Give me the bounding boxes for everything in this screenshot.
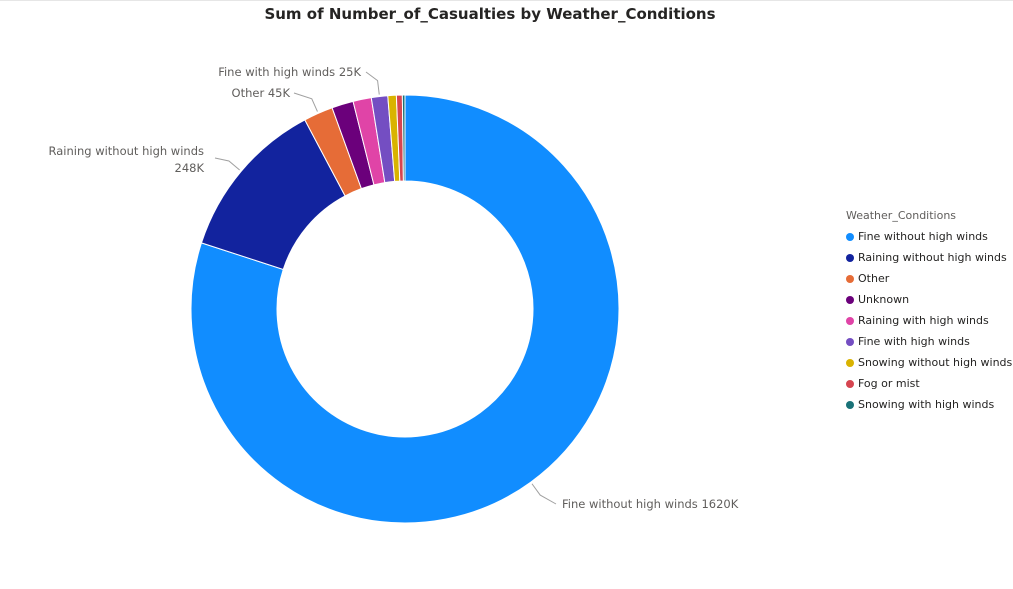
- legend-item-raining-without-high-winds[interactable]: Raining without high winds: [846, 247, 1011, 268]
- leader-line-other: [293, 92, 318, 112]
- legend-label: Snowing without high winds: [858, 356, 1013, 369]
- legend-label: Raining with high winds: [858, 314, 989, 327]
- legend-marker-icon: [846, 274, 854, 283]
- leader-line-fine-without-high-winds: [531, 483, 557, 505]
- data-label-fine-without-high-winds: Fine without high winds 1620K: [562, 497, 739, 511]
- legend-label: Raining without high winds: [858, 251, 1007, 264]
- legend-items: Fine without high winds Raining without h…: [846, 226, 1013, 415]
- legend-marker-icon: [846, 379, 854, 388]
- legend-item-snowing-with-high-winds[interactable]: Snowing with high winds: [846, 394, 1011, 415]
- legend-title: Weather_Conditions: [846, 209, 957, 222]
- legend-label: Snowing with high winds: [858, 398, 995, 411]
- data-label-raining-without-high-winds: Raining without high winds 248K: [48, 144, 204, 175]
- legend-marker-icon: [846, 316, 854, 325]
- legend-marker-icon: [846, 337, 854, 346]
- leader-line-raining-without-high-winds: [214, 157, 240, 171]
- legend-marker-icon: [846, 253, 854, 262]
- legend-item-raining-with-high-winds[interactable]: Raining with high winds: [846, 310, 1011, 331]
- legend-marker-icon: [846, 400, 854, 409]
- legend-label: Unknown: [858, 293, 910, 306]
- legend-item-fine-without-high-winds[interactable]: Fine without high winds: [846, 226, 1011, 247]
- legend-item-fine-with-high-winds[interactable]: Fine with high winds: [846, 331, 1011, 352]
- legend: Weather_Conditions Fine without high win…: [846, 209, 1013, 415]
- legend-label: Other: [858, 272, 890, 285]
- leader-lines-group: [214, 71, 557, 505]
- legend-marker-icon: [846, 232, 854, 241]
- data-label-fine-with-high-winds: Fine with high winds 25K: [218, 65, 361, 79]
- slices-group: [190, 94, 620, 524]
- data-label-other: Other 45K: [232, 86, 291, 100]
- legend-item-other[interactable]: Other: [846, 268, 1011, 289]
- legend-label: Fine with high winds: [858, 335, 970, 348]
- legend-marker-icon: [846, 295, 854, 304]
- slice-snowing-with-high-winds[interactable]: [401, 94, 406, 182]
- legend-item-unknown[interactable]: Unknown: [846, 289, 1011, 310]
- slice-fine-without-high-winds[interactable]: [190, 94, 620, 524]
- legend-item-snowing-without-high-winds[interactable]: Snowing without high winds: [846, 352, 1013, 373]
- data-labels-group: Fine without high winds 1620K Raining wit…: [48, 65, 738, 511]
- legend-label: Fog or mist: [858, 377, 920, 390]
- legend-item-fog-or-mist[interactable]: Fog or mist: [846, 373, 1011, 394]
- chart-title: Sum of Number_of_Casualties by Weather_C…: [264, 5, 716, 23]
- legend-label: Fine without high winds: [858, 230, 988, 243]
- legend-marker-icon: [846, 358, 854, 367]
- leader-line-fine-with-high-winds: [365, 71, 380, 95]
